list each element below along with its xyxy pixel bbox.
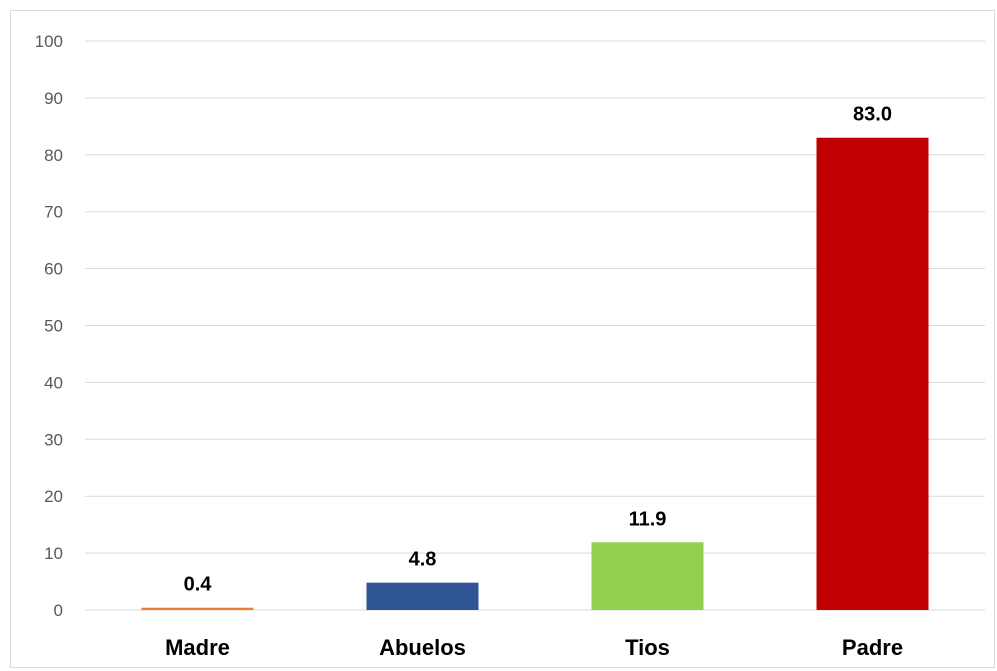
x-tick-label-madre: Madre [165, 635, 230, 660]
y-tick-label: 60 [44, 260, 63, 279]
y-tick-label: 40 [44, 373, 63, 392]
x-axis: Madre Abuelos Tios Padre [165, 635, 903, 660]
y-tick-label: 70 [44, 203, 63, 222]
y-tick-label: 50 [44, 317, 63, 336]
bars [141, 137, 929, 611]
x-tick-label-tios: Tios [625, 635, 670, 660]
y-axis: 0 10 20 30 40 50 60 70 80 90 100 [35, 32, 63, 620]
data-label-tios: 11.9 [629, 508, 667, 530]
y-tick-label: 20 [44, 487, 63, 506]
bar-abuelos [366, 582, 479, 610]
y-tick-label: 80 [44, 146, 63, 165]
y-tick-label: 30 [44, 430, 63, 449]
data-label-padre: 83.0 [853, 104, 892, 126]
bar-madre [141, 607, 254, 610]
data-label-madre: 0.4 [184, 574, 213, 596]
data-labels: 0.4 4.8 11.9 83.0 [184, 104, 892, 596]
x-tick-label-abuelos: Abuelos [379, 635, 466, 660]
bar-tios [591, 542, 704, 610]
y-tick-label: 90 [44, 89, 63, 108]
x-tick-label-padre: Padre [842, 635, 903, 660]
y-tick-label: 10 [44, 544, 63, 563]
y-tick-label: 0 [54, 601, 63, 620]
data-label-abuelos: 4.8 [409, 549, 437, 571]
y-tick-label: 100 [35, 32, 63, 51]
bar-padre [816, 137, 929, 611]
